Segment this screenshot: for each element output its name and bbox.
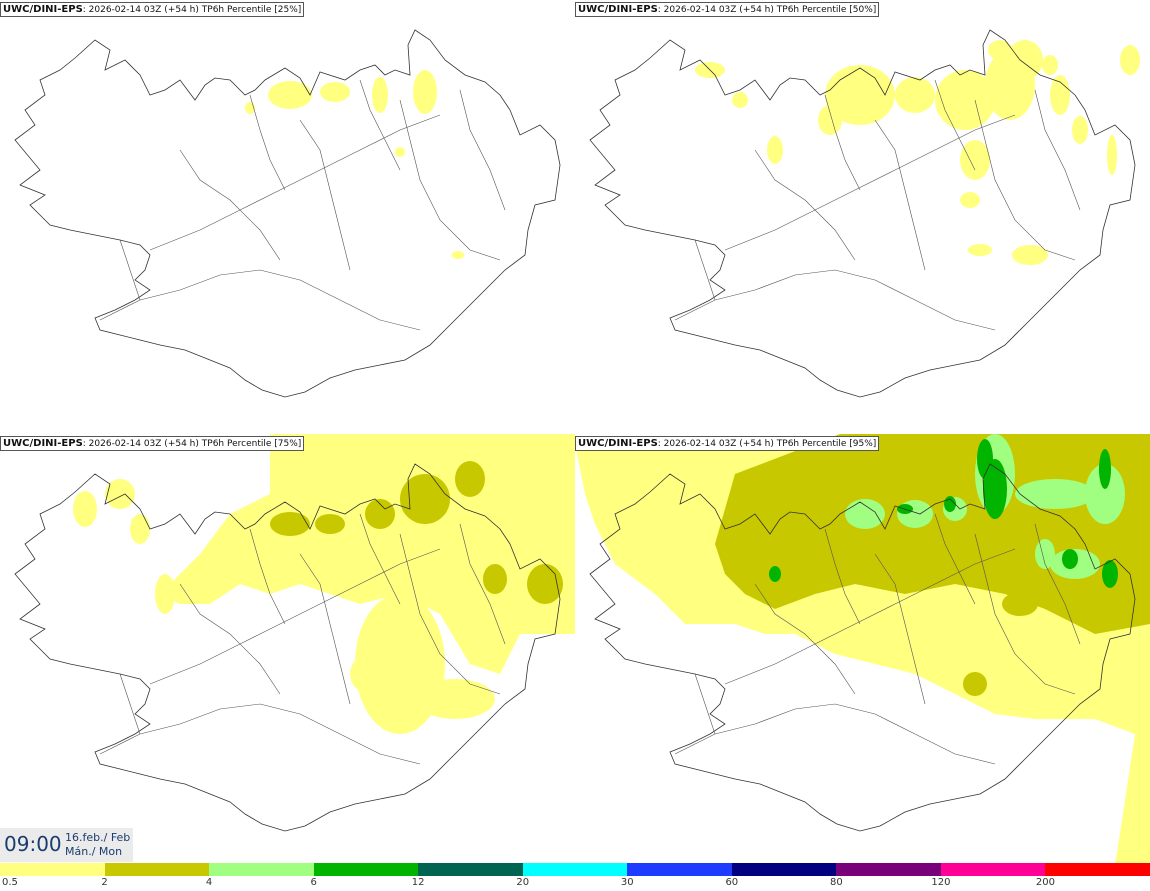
legend-label: 200	[1035, 877, 1055, 888]
precip-area	[245, 70, 464, 259]
legend-swatch	[209, 863, 314, 876]
coastline	[14, 463, 561, 832]
legend-label: 60	[725, 877, 739, 888]
coastline	[14, 29, 561, 398]
legend-swatch	[522, 863, 628, 876]
legend-swatch	[836, 863, 941, 876]
valid-time-box: 09:00 16.feb./ Feb Mán./ Mon	[0, 828, 133, 862]
panel-title: UWC/DINI-EPS: 2026-02-14 03Z (+54 h) TP6…	[575, 436, 880, 451]
map-panel-p25: UWC/DINI-EPS: 2026-02-14 03Z (+54 h) TP6…	[0, 0, 575, 432]
map-panel-p95: UWC/DINI-EPS: 2026-02-14 03Z (+54 h) TP6…	[575, 434, 1150, 866]
legend-swatch	[0, 863, 105, 876]
legend-swatch	[940, 863, 1046, 876]
legend-label: 0.5	[2, 877, 18, 888]
legend-label: 30	[620, 877, 634, 888]
panel-title: UWC/DINI-EPS: 2026-02-14 03Z (+54 h) TP6…	[575, 2, 880, 17]
iceland-map	[589, 29, 1140, 398]
roads	[99, 513, 506, 765]
roads	[674, 79, 1081, 331]
roads	[674, 513, 1081, 765]
legend-swatch	[627, 863, 732, 876]
valid-time: 09:00	[4, 832, 62, 856]
legend-label: 4	[205, 877, 213, 888]
coastline	[589, 463, 1136, 832]
legend-label: 80	[829, 877, 843, 888]
legend-label: 6	[310, 877, 317, 888]
legend-swatch	[313, 863, 419, 876]
legend-label: 120	[931, 877, 951, 888]
roads	[99, 79, 506, 331]
map-panel-p75: UWC/DINI-EPS: 2026-02-14 03Z (+54 h) TP6…	[0, 434, 575, 866]
legend-swatch	[1045, 863, 1150, 876]
precip-color-legend	[0, 863, 1150, 876]
legend-swatch	[104, 863, 210, 876]
valid-date: 16.feb./ Feb Mán./ Mon	[65, 831, 131, 858]
panel-title: UWC/DINI-EPS: 2026-02-14 03Z (+54 h) TP6…	[0, 436, 305, 451]
coastline	[589, 29, 1136, 398]
legend-label: 2	[101, 877, 108, 888]
iceland-map	[14, 434, 575, 832]
iceland-map	[575, 434, 1150, 866]
precip-area	[695, 40, 1140, 265]
legend-label: 20	[516, 877, 530, 888]
legend-swatch	[731, 863, 837, 876]
map-panel-p50: UWC/DINI-EPS: 2026-02-14 03Z (+54 h) TP6…	[575, 0, 1150, 432]
iceland-map	[14, 29, 561, 398]
precip-legend-labels: 0.5 2 4 6 12 20 30 60 80 120 200	[0, 876, 1150, 891]
precip-area	[270, 461, 563, 604]
legend-label: 12	[411, 877, 425, 888]
panel-title: UWC/DINI-EPS: 2026-02-14 03Z (+54 h) TP6…	[0, 2, 305, 17]
legend-swatch	[418, 863, 523, 876]
